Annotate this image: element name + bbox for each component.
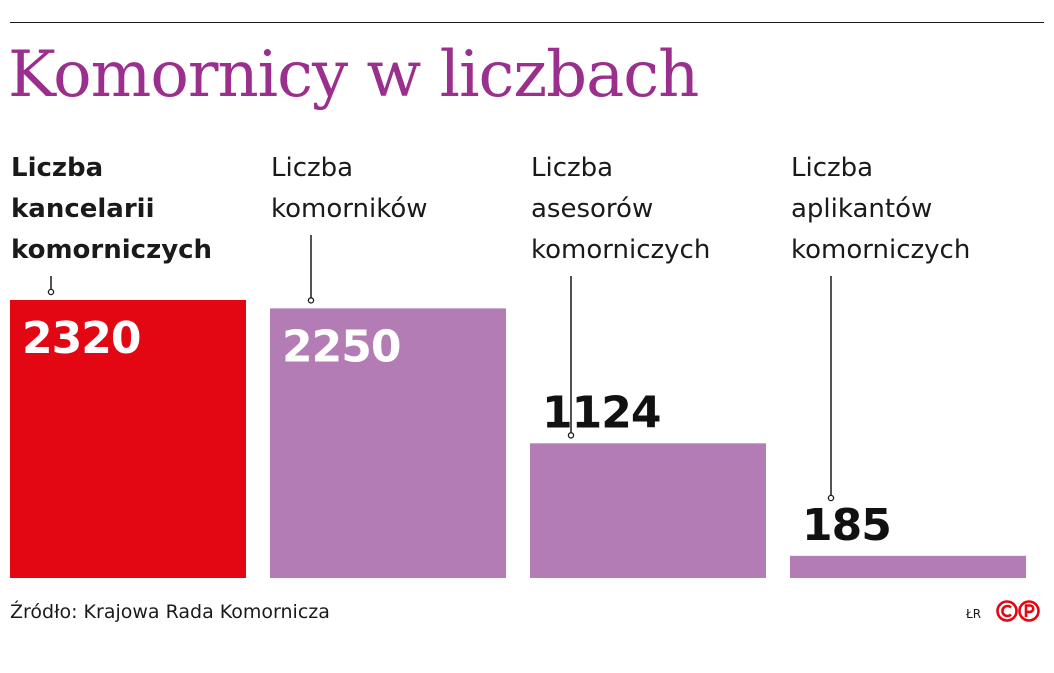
category-label-0-line-0: Liczba (11, 153, 103, 183)
value-label-2: 1124 (542, 387, 660, 438)
bar-3 (790, 555, 1026, 578)
leader-dot-2 (567, 432, 575, 439)
bar-2 (530, 443, 766, 578)
category-label-3-line-2: komorniczych (791, 235, 970, 265)
category-label-2-line-0: Liczba (531, 153, 613, 183)
source-note: Źródło: Krajowa Rada Komornicza (10, 601, 330, 623)
value-label-3: 185 (802, 500, 891, 551)
leader-dot-3 (827, 494, 835, 502)
category-label-0-line-1: kancelarii (11, 194, 155, 224)
bar-1 (270, 308, 506, 578)
leader-dot-0 (47, 288, 55, 296)
top-rule (10, 22, 1044, 23)
value-label-0: 2320 (22, 313, 140, 364)
category-label-3-line-0: Liczba (791, 153, 873, 183)
category-label-3-line-1: aplikantów (791, 194, 932, 224)
category-label-1-line-1: komorników (271, 194, 428, 224)
category-label-2-line-1: asesorów (531, 194, 653, 224)
bar-0 (10, 300, 246, 578)
author-credit: ŁR (966, 607, 982, 621)
chart-title: Komornicy w liczbach (8, 38, 699, 112)
category-label-0-line-2: komorniczych (11, 235, 212, 265)
category-label-1-line-0: Liczba (271, 153, 353, 183)
value-label-1: 2250 (282, 321, 400, 372)
category-label-2-line-2: komorniczych (531, 235, 710, 265)
leader-dot-1 (307, 297, 315, 304)
copyright-logo (996, 600, 1040, 622)
